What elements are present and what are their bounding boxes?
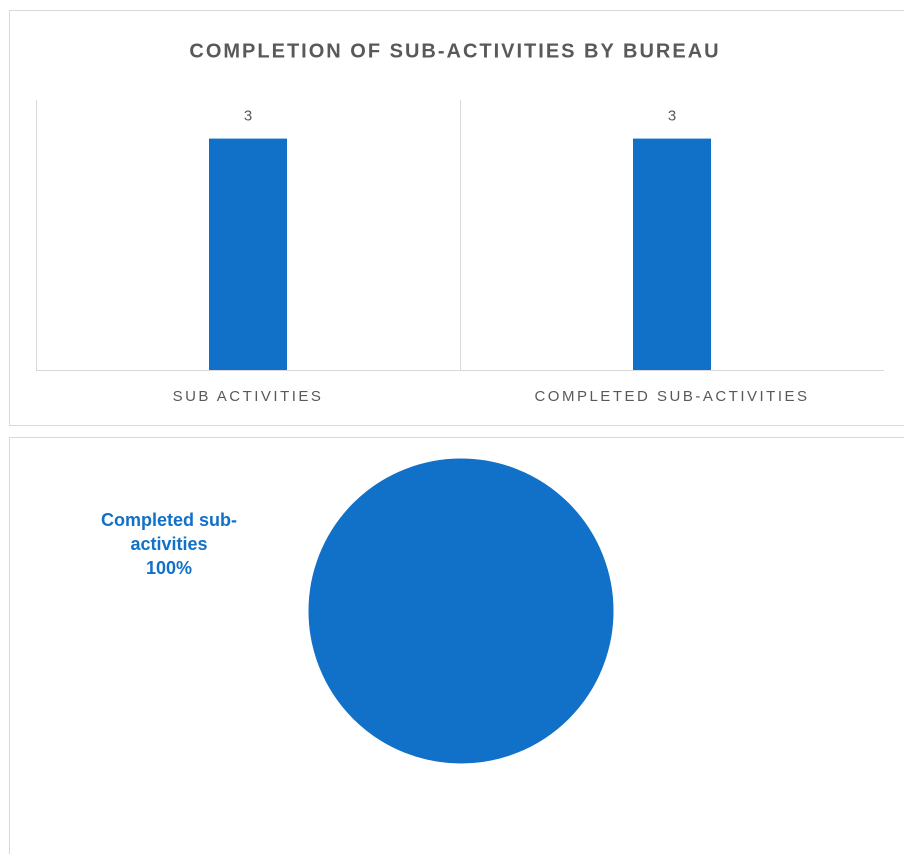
pie-value-label: 100% — [145, 558, 193, 578]
pie-category-label: Completed sub-activities — [100, 510, 237, 554]
pie-slice — [307, 457, 615, 765]
x-tick-label: COMPLETED SUB-ACTIVITIES — [534, 388, 809, 405]
data-label: 3 — [668, 108, 676, 125]
bar — [209, 138, 287, 370]
pie-label: Completed sub-activities 100% — [100, 508, 238, 580]
x-tick-label: SUB ACTIVITIES — [173, 388, 324, 405]
bar-chart-frame — [9, 10, 904, 426]
bar — [633, 138, 711, 370]
chart-title: COMPLETION OF SUB-ACTIVITIES BY BUREAU — [189, 40, 720, 62]
data-label: 3 — [244, 108, 252, 125]
